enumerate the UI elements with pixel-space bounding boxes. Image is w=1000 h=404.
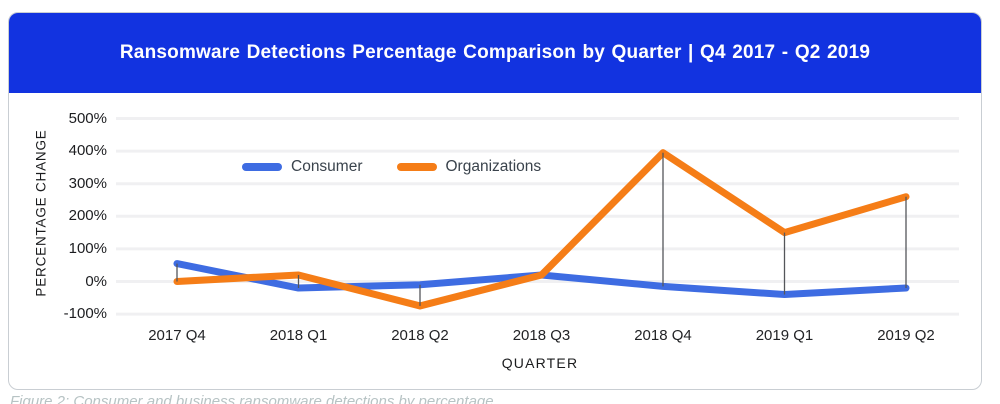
legend-item-consumer: Consumer [242, 158, 363, 176]
x-axis-tick-label: 2018 Q3 [512, 327, 571, 344]
y-axis-tick-label: 400% [68, 142, 107, 160]
y-axis-tick-label: 200% [68, 207, 107, 225]
chart-card: Ransomware Detections Percentage Compari… [8, 12, 982, 390]
y-axis-tick-label: 0% [85, 272, 107, 290]
y-axis-tick-label: -100% [63, 305, 107, 323]
x-axis-tick-label: 2018 Q2 [391, 327, 449, 344]
x-axis-tick-label: 2018 Q1 [269, 327, 328, 344]
consumer-line-swatch-icon [242, 163, 282, 171]
legend-item-organizations: Organizations [396, 158, 542, 176]
legend-label-organizations: Organizations [445, 158, 542, 175]
organizations-line-swatch-icon [396, 163, 437, 171]
y-axis-tick-label: 500% [68, 109, 107, 127]
x-axis-tick-label: 2017 Q4 [148, 327, 206, 344]
chart-header-banner: Ransomware Detections Percentage Compari… [9, 13, 981, 93]
x-axis-tick-label: 2019 Q2 [877, 327, 935, 344]
y-axis-tick-label: 300% [68, 174, 107, 192]
chart-legend: Consumer Organizations [242, 158, 541, 176]
legend-label-consumer: Consumer [291, 158, 363, 175]
x-axis-title: QUARTER [501, 355, 579, 371]
x-axis-tick-label: 2018 Q4 [634, 327, 692, 344]
chart-title: Ransomware Detections Percentage Compari… [119, 42, 871, 63]
x-axis-tick-label: 2019 Q1 [755, 327, 814, 344]
figure-caption: Figure 2: Consumer and business ransomwa… [10, 393, 494, 404]
y-axis-tick-label: 100% [68, 239, 107, 257]
